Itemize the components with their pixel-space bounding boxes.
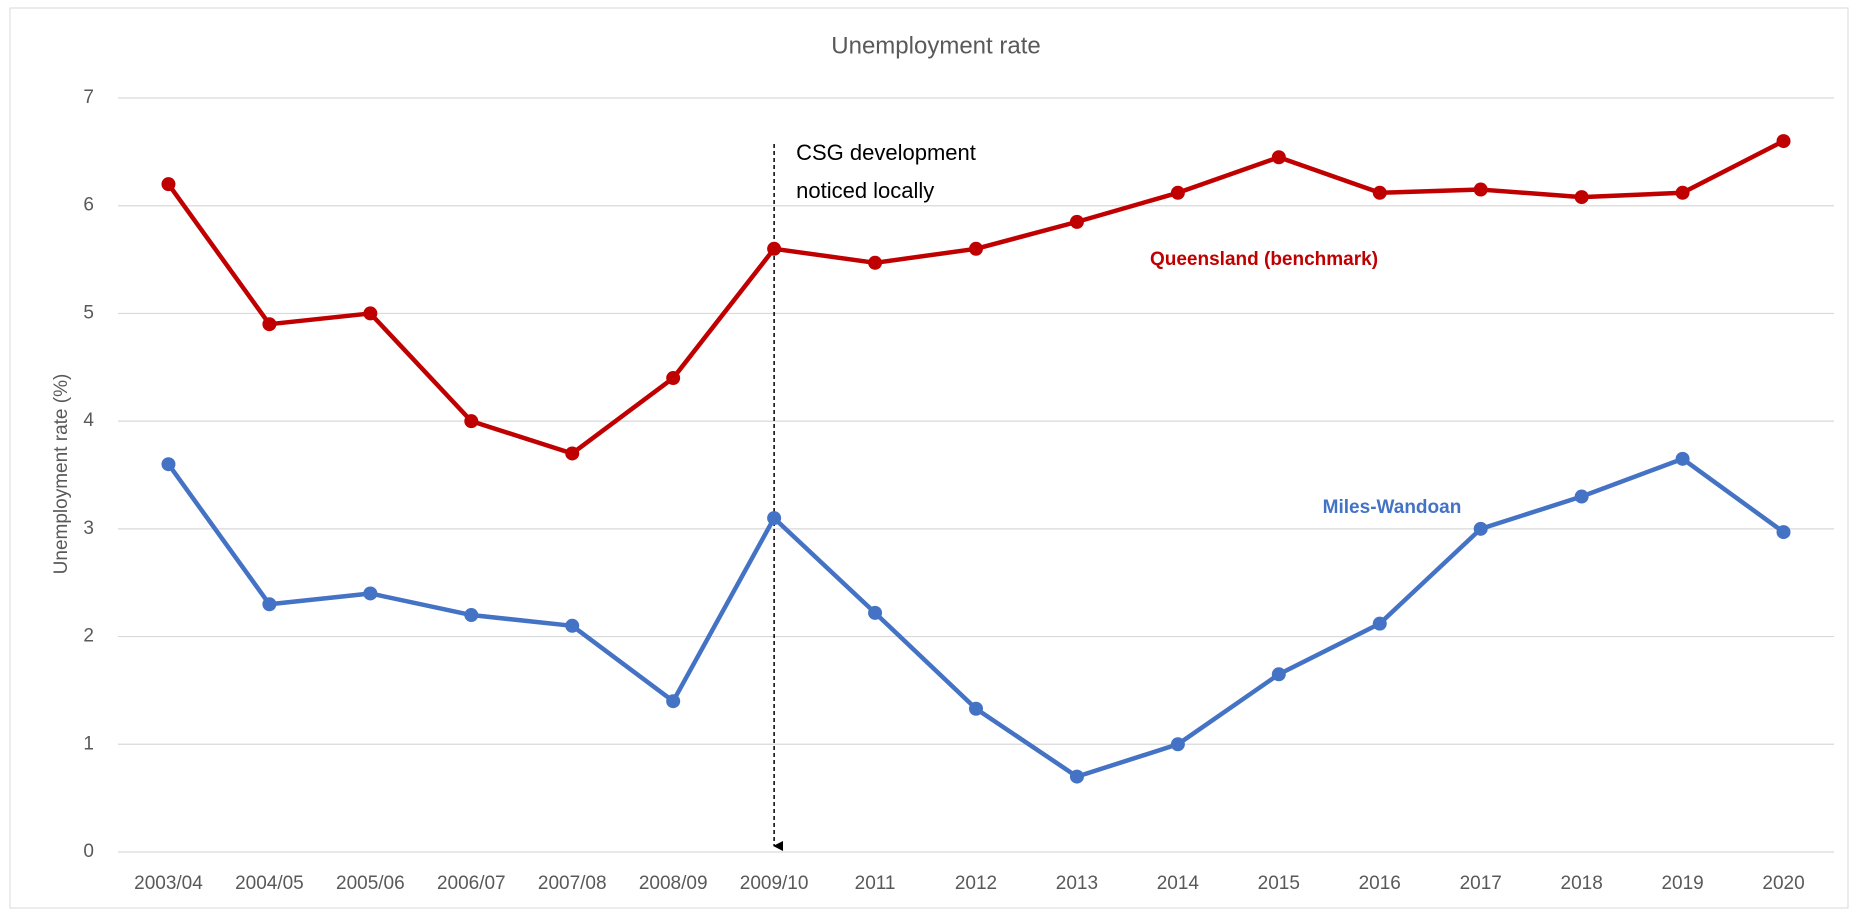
x-tick-label: 2009/10 [740,873,809,894]
x-tick-label: 2016 [1359,873,1401,894]
data-point [868,255,883,270]
data-point [1675,185,1690,200]
data-point [1069,214,1084,229]
annotation-text: CSG development [796,140,976,165]
data-point [1776,525,1791,540]
data-point [767,241,782,256]
data-point [767,511,782,526]
data-point [1675,451,1690,466]
data-point [565,446,580,461]
x-tick-label: 2005/06 [336,873,405,894]
y-axis-label: Unemployment rate (%) [51,374,72,575]
y-tick-label: 0 [83,841,94,862]
data-point [262,597,277,612]
y-tick-label: 7 [83,87,94,108]
data-point [464,608,479,623]
data-point [363,306,378,321]
data-point [1271,150,1286,165]
data-point [1372,185,1387,200]
data-point [969,241,983,256]
data-point [969,701,983,716]
x-tick-label: 2018 [1561,873,1603,894]
x-tick-label: 2004/05 [235,873,304,894]
y-tick-label: 4 [83,410,94,431]
data-point [464,414,479,429]
annotation-text: noticed locally [796,178,934,203]
chart-frame [9,7,1849,909]
x-tick-label: 2007/08 [538,873,607,894]
series-label: Miles-Wandoan [1323,497,1462,518]
y-tick-label: 5 [83,302,94,323]
data-point [1271,667,1286,682]
x-tick-label: 2012 [955,873,997,894]
x-tick-label: 2011 [855,873,896,894]
x-tick-label: 2015 [1258,873,1300,894]
data-point [1574,489,1589,504]
x-tick-label: 2014 [1157,873,1200,894]
y-tick-label: 1 [83,733,94,754]
y-tick-label: 6 [83,195,94,216]
data-point [1776,134,1791,149]
y-tick-label: 2 [83,626,94,647]
data-point [1473,182,1488,197]
data-point [1574,190,1589,205]
data-point [161,457,176,472]
data-point [1069,769,1084,784]
data-point [363,586,378,601]
data-point [666,694,681,709]
data-point [1170,737,1185,752]
data-point [666,371,681,386]
y-tick-label: 3 [83,518,94,539]
x-tick-label: 2017 [1460,873,1502,894]
series-label: Queensland (benchmark) [1150,249,1378,270]
data-point [161,177,176,192]
data-point [262,317,277,332]
x-tick-label: 2003/04 [134,873,203,894]
data-point [1170,185,1185,200]
x-tick-label: 2013 [1056,873,1098,894]
data-point [1372,616,1387,631]
chart-title: Unemployment rate [831,32,1040,59]
data-point [565,618,580,633]
x-tick-label: 2020 [1762,873,1804,894]
x-tick-label: 2019 [1661,873,1703,894]
x-tick-label: 2006/07 [437,873,506,894]
data-point [1473,521,1488,536]
data-point [868,605,883,620]
x-tick-label: 2008/09 [639,873,708,894]
